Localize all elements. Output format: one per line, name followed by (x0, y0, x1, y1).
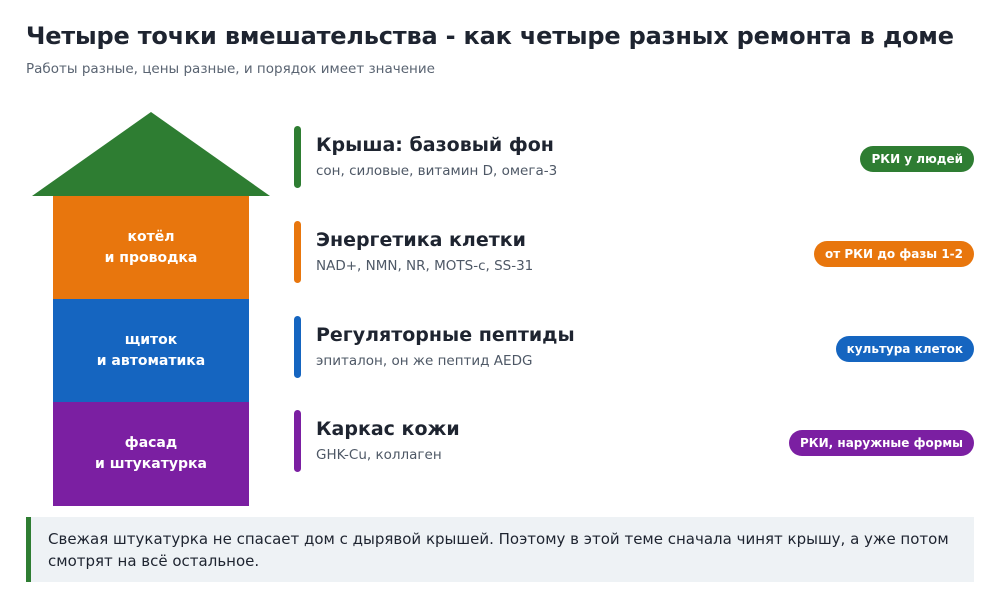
evidence-badge: РКИ у людей (860, 146, 974, 172)
level-color-bar (294, 410, 301, 472)
level-row-regulatory-peptides: Регуляторные пептиды эпиталон, он же пеп… (294, 316, 974, 378)
callout-note: Свежая штукатурка не спасает дом с дыряв… (26, 517, 974, 582)
level-description: эпиталон, он же пептид AEDG (316, 353, 533, 369)
callout-accent-bar (26, 517, 31, 582)
evidence-badge: от РКИ до фазы 1-2 (814, 241, 974, 267)
level-row-skin-framework: Каркас кожи GHK-Cu, коллаген РКИ, наружн… (294, 410, 974, 472)
callout-text: Свежая штукатурка не спасает дом с дыряв… (48, 530, 949, 570)
house-floor-boiler-wiring: котёл и проводка (53, 196, 249, 299)
house-floor-facade-plaster: фасад и штукатурка (53, 402, 249, 506)
level-title: Каркас кожи (316, 418, 460, 440)
level-description: NAD+, NMN, NR, MOTS-c, SS-31 (316, 258, 534, 274)
level-description: сон, силовые, витамин D, омега-3 (316, 163, 558, 179)
house-roof (32, 112, 270, 196)
level-color-bar (294, 126, 301, 188)
level-title: Регуляторные пептиды (316, 324, 575, 346)
house-diagram: котёл и проводка щиток и автоматика фаса… (30, 110, 272, 508)
level-color-bar (294, 316, 301, 378)
house-floor-panel-breakers: щиток и автоматика (53, 299, 249, 402)
level-row-roof: Крыша: базовый фон сон, силовые, витамин… (294, 126, 974, 188)
level-title: Энергетика клетки (316, 229, 526, 251)
page-subtitle: Работы разные, цены разные, и порядок им… (26, 61, 435, 77)
level-row-cell-energy: Энергетика клетки NAD+, NMN, NR, MOTS-c,… (294, 221, 974, 283)
level-color-bar (294, 221, 301, 283)
level-description: GHK-Cu, коллаген (316, 447, 442, 463)
level-title: Крыша: базовый фон (316, 134, 554, 156)
page-title: Четыре точки вмешательства - как четыре … (26, 22, 954, 50)
evidence-badge: РКИ, наружные формы (789, 430, 974, 456)
evidence-badge: культура клеток (835, 336, 974, 362)
